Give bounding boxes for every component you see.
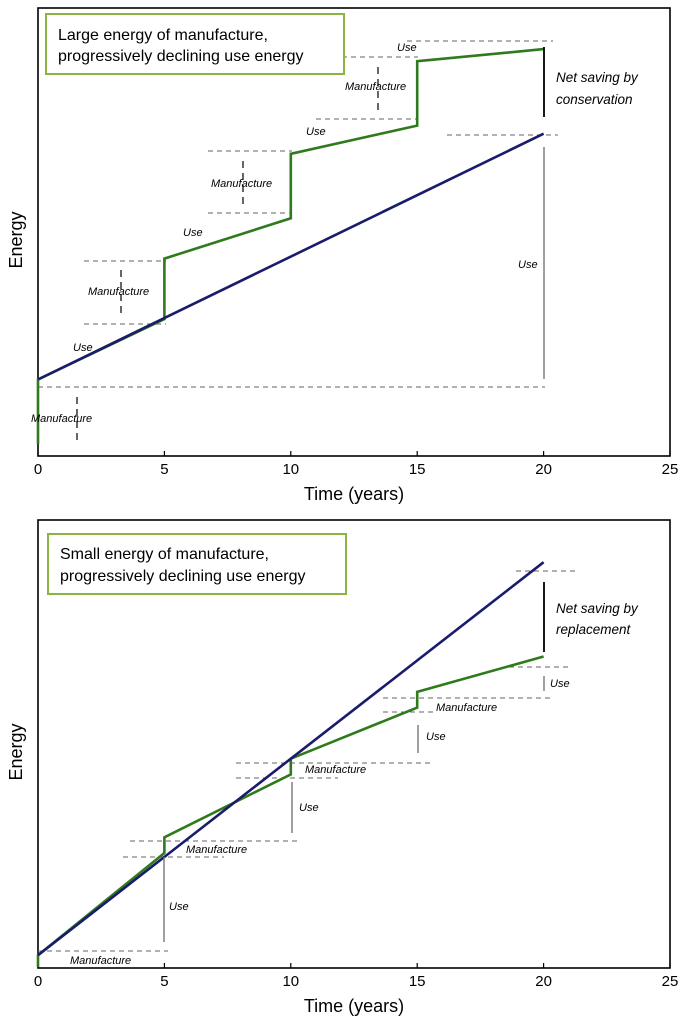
top-x-tick-label: 25	[662, 461, 678, 478]
top-annotation-label: Manufacture	[345, 81, 406, 93]
top-annotation-label: Use	[397, 42, 417, 54]
top-annotation-label: Manufacture	[31, 413, 92, 425]
bottom-chart-title: progressively declining use energy	[60, 568, 305, 585]
bottom-annotation-label: Use	[299, 802, 319, 814]
top-annotation-label: Manufacture	[88, 286, 149, 298]
bottom-x-tick-label: 20	[535, 973, 552, 990]
chart-top-svg: 0 5 10 15 20 25 Time (years) Energy Manufacture U…	[6, 7, 678, 504]
top-net-saving-label: conservation	[556, 92, 633, 107]
chart-top: 0 5 10 15 20 25 Time (years) Energy Manufacture U…	[0, 0, 678, 512]
bottom-net-saving-label: Net saving by	[556, 601, 639, 616]
bottom-net-saving-label: replacement	[556, 622, 632, 637]
bottom-series-blue-line	[37, 561, 545, 957]
top-series-blue-line	[37, 132, 545, 381]
bottom-chart-title: Small energy of manufacture,	[60, 546, 269, 563]
bottom-annotation-label: Manufacture	[186, 844, 247, 856]
top-title-box	[45, 13, 345, 75]
top-x-tick-label: 5	[160, 461, 168, 478]
top-annotation-label: Manufacture	[211, 178, 272, 190]
top-x-tick-label: 10	[282, 461, 299, 478]
top-plot-frame	[37, 7, 671, 457]
bottom-x-tick-label: 5	[160, 973, 168, 990]
top-x-tick-label: 15	[409, 461, 426, 478]
bottom-x-tick-label: 15	[409, 973, 426, 990]
bottom-x-tick-label: 25	[662, 973, 678, 990]
bottom-x-tick-label: 0	[34, 973, 42, 990]
top-series-green-line	[36, 47, 544, 444]
top-annotation-label: Use	[306, 126, 326, 138]
bottom-annotation-label: Manufacture	[70, 955, 131, 967]
bottom-annotation-label: Manufacture	[305, 764, 366, 776]
bottom-annotation-label: Use	[550, 678, 570, 690]
bottom-x-tick-label: 10	[282, 973, 299, 990]
top-net-saving-label: Net saving by	[556, 70, 639, 85]
top-x-axis-title: Time (years)	[304, 484, 404, 504]
top-annotation-label: Use	[73, 342, 93, 354]
bottom-annotation-label: Manufacture	[436, 702, 497, 714]
chart-bottom-svg: 0 5 10 15 20 25 Time (years) Energy Manufacture U…	[6, 519, 678, 1016]
bottom-annotation-label: Use	[426, 731, 446, 743]
bottom-x-axis-title: Time (years)	[304, 996, 404, 1016]
top-x-tick-label: 0	[34, 461, 42, 478]
top-annotation-label: Use	[518, 259, 538, 271]
top-annotation-label: Use	[183, 227, 203, 239]
bottom-y-axis-title: Energy	[6, 723, 26, 780]
top-chart-title: Large energy of manufacture,	[58, 27, 268, 44]
bottom-annotation-label: Use	[169, 901, 189, 913]
chart-bottom: 0 5 10 15 20 25 Time (years) Energy Manufacture U…	[0, 512, 678, 1024]
top-chart-title: progressively declining use energy	[58, 48, 303, 65]
top-y-axis-title: Energy	[6, 211, 26, 268]
bottom-plot-frame	[37, 519, 671, 969]
bottom-title-box	[47, 533, 347, 595]
top-x-tick-label: 20	[535, 461, 552, 478]
